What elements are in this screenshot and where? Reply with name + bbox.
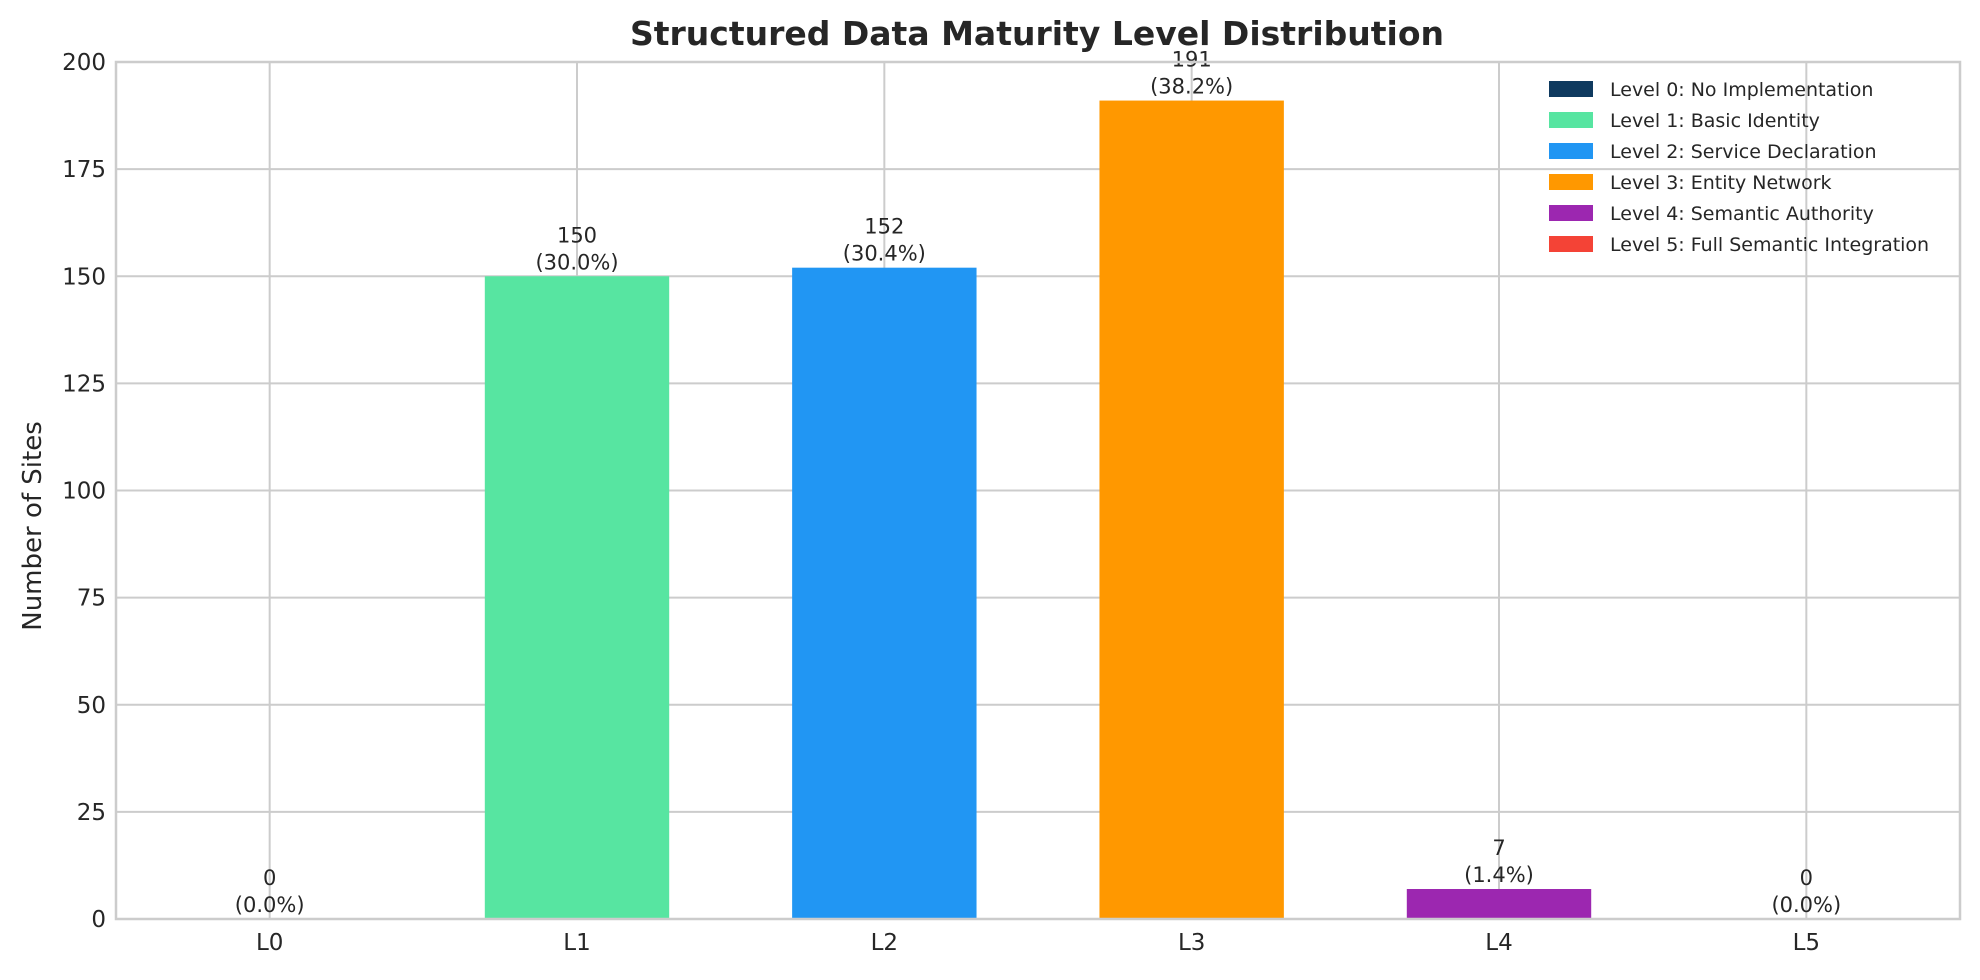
legend-entry: Level 2: Service Declaration [1610, 141, 1877, 163]
x-tick-label: L3 [1178, 930, 1205, 956]
bar-l3 [1099, 100, 1284, 919]
bar-percent-label: (1.4%) [1464, 863, 1534, 887]
x-tick-label: L2 [871, 930, 898, 956]
y-tick-label: 125 [62, 371, 106, 397]
y-axis-label: Number of Sites [18, 421, 48, 631]
x-tick-label: L5 [1793, 930, 1820, 956]
bar-percent-label: (30.4%) [843, 242, 926, 266]
bar-l2 [792, 267, 977, 919]
y-tick-label: 0 [91, 907, 106, 933]
bar-percent-label: (30.0%) [535, 250, 618, 274]
y-tick-label: 25 [77, 800, 106, 826]
x-tick-label: L1 [563, 930, 590, 956]
bar-value-label: 7 [1492, 836, 1505, 860]
legend-swatch [1549, 143, 1593, 159]
bar-value-label: 0 [263, 866, 276, 890]
x-tick-label: L0 [256, 930, 283, 956]
y-tick-labels: 0 25 50 75 100 125 150 175 200 [62, 50, 106, 933]
bar-value-label: 0 [1800, 866, 1813, 890]
plot-frame [114, 60, 1962, 921]
legend: Level 0: No Implementation Level 1: Basic… [1549, 79, 1929, 256]
legend-entry: Level 0: No Implementation [1610, 79, 1873, 101]
legend-entry: Level 1: Basic Identity [1610, 110, 1820, 132]
bar-l4 [1406, 889, 1592, 919]
y-tick-label: 50 [77, 693, 106, 719]
bar-l1 [484, 276, 670, 919]
bar-value-label: 150 [557, 223, 597, 247]
legend-swatch [1549, 236, 1593, 252]
x-tick-label: L4 [1485, 930, 1512, 956]
bars-layer [484, 100, 1592, 919]
bar-percent-label: (38.2%) [1150, 75, 1233, 99]
legend-swatch [1549, 205, 1593, 221]
y-tick-label: 200 [62, 50, 106, 76]
y-tick-label: 75 [77, 586, 106, 612]
legend-entry: Level 5: Full Semantic Integration [1610, 234, 1929, 256]
chart-title: Structured Data Maturity Level Distribut… [630, 14, 1444, 53]
legend-swatch [1549, 81, 1593, 97]
bar-value-label: 191 [1172, 48, 1212, 72]
y-tick-label: 175 [62, 157, 106, 183]
x-tick-labels: L0 L1 L2 L3 L4 L5 [256, 930, 1820, 956]
legend-swatch [1549, 174, 1593, 190]
legend-entry: Level 4: Semantic Authority [1610, 203, 1874, 225]
bar-value-label: 152 [864, 215, 904, 239]
data-labels-layer: 0 (0.0%) 150 (30.0%) 152 (30.4%) 191 (38.2%) 7 (1… [235, 48, 1841, 917]
y-tick-label: 150 [62, 264, 106, 290]
bar-percent-label: (0.0%) [235, 893, 305, 917]
y-tick-label: 100 [62, 479, 106, 505]
legend-swatch [1549, 112, 1593, 128]
legend-entry: Level 3: Entity Network [1610, 172, 1832, 194]
bar-percent-label: (0.0%) [1771, 893, 1841, 917]
